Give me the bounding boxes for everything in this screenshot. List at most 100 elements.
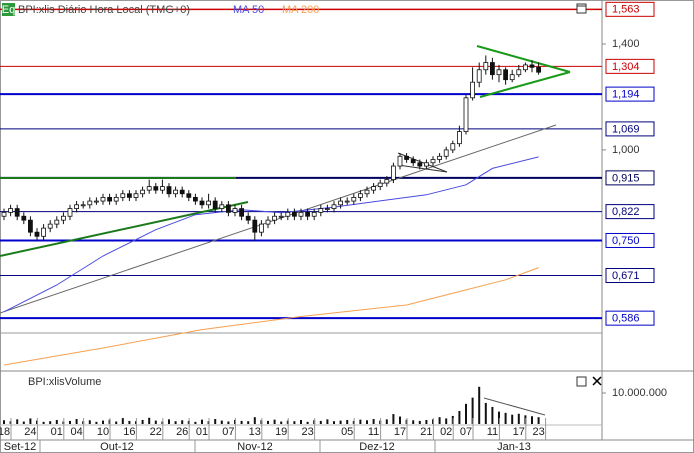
volume-bar [102,420,104,424]
volume-bar [326,419,329,424]
volume-bar [445,418,448,424]
candle-body [212,200,218,209]
volume-bar [128,420,131,424]
x-tick-label: 13 [249,426,261,438]
volume-bar [29,418,32,424]
candle-body [153,186,159,191]
candle-body [536,66,541,73]
volume-bar [346,419,349,424]
candle-body [127,193,132,198]
month-label: Jan-13 [497,441,531,453]
candle-body [272,215,278,221]
candle-body [113,196,119,202]
volume-bar [141,419,144,424]
candle-body [107,196,112,202]
volume-bar [148,417,151,424]
volume-bar [247,421,250,424]
volume-bar [293,421,296,424]
candle-body [305,211,311,217]
triangle-line [397,164,448,173]
trend-line [0,124,557,314]
candle-body [34,231,40,237]
close-button[interactable] [592,376,602,386]
symbol-icon[interactable] [2,3,15,16]
level-label: 0,915 [612,172,640,184]
volume-bar [372,419,375,424]
candle-body [371,186,377,191]
candle-body [351,196,357,202]
month-label: Out-12 [100,441,134,453]
candle-body [21,215,27,221]
level-label: 0,671 [612,270,640,282]
volume-bar [392,414,395,424]
candle-body [443,149,449,157]
candle-body [489,62,495,76]
volume-bar [319,420,322,424]
candle-body [179,189,185,195]
candle-body [80,204,86,207]
candle-body [410,159,416,164]
level-label-box [605,170,655,186]
candle-body [331,204,337,209]
candle-body [311,211,317,217]
x-tick-label: 07 [460,426,472,438]
level-label-box [605,268,655,284]
level-label-box [605,310,655,326]
maximize-button[interactable] [576,3,587,14]
candle-body [298,211,304,217]
level-label: 1,563 [612,4,640,16]
x-tick-label: 11 [368,426,379,438]
volume-bar [273,419,276,424]
level-label: 1,304 [612,61,640,73]
volume-bar [42,421,45,424]
candle-body [344,200,350,203]
x-tick-label: 04 [70,426,82,438]
candle-body [159,186,165,191]
candle-body [470,81,476,99]
candle-body [74,204,79,209]
candle-body [483,62,489,71]
volume-bar [267,420,269,424]
candle-body [338,200,344,206]
volume-bar [471,397,474,424]
candle-body [390,165,396,180]
volume-bar [484,402,487,424]
candle-body [285,211,291,217]
volume-bar [511,414,514,424]
candle-body [232,208,238,213]
volume-bar [168,419,170,424]
drawings [0,45,571,416]
x-tick-label: 16 [123,426,135,438]
candle-body [252,219,258,233]
maximize-button[interactable] [576,376,587,387]
month-label: Set-12 [4,441,36,453]
x-tick-label: 17 [513,426,525,438]
legend-entry: MA 200 [282,4,319,16]
volume-bar [214,419,217,424]
volume-bar [458,410,461,424]
x-tick-label: 23 [301,426,313,438]
candle-body [47,223,53,229]
candle-body [146,186,152,191]
candle-body [100,196,106,202]
candle-body [54,219,60,225]
volume-bar [306,421,309,424]
volume-bar [465,403,467,424]
candle-body [94,200,99,203]
candle-body [206,200,212,206]
candle-body [324,208,330,210]
legend-entry: MA 50 [233,4,264,16]
volume-bar [69,420,71,424]
candle-body [8,208,14,213]
candle-body [140,189,146,195]
triangle-line [476,45,571,73]
volume-bar [339,420,342,424]
candle-body [318,208,324,213]
candle-body [397,155,403,167]
volume-bar [194,421,197,424]
candle-body [450,143,456,151]
candle-body [225,204,231,213]
candle-body [377,182,383,187]
volume-bar [16,419,19,424]
